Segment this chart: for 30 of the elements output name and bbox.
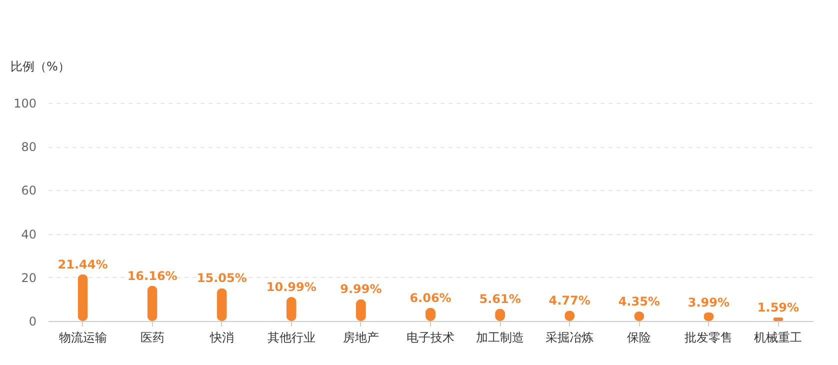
y-tick-label: 0	[28, 314, 36, 328]
data-label: 4.77%	[548, 294, 590, 308]
y-tick-label: 80	[21, 140, 36, 154]
y-tick-label: 40	[21, 227, 36, 242]
x-tick-label: 房地产	[342, 330, 379, 344]
data-label: 16.16%	[127, 268, 178, 283]
y-tick-label: 100	[14, 96, 36, 110]
y-tick-label: 20	[21, 270, 36, 285]
data-label: 5.61%	[479, 292, 521, 306]
x-tick-label: 机械重工	[754, 330, 802, 344]
x-tick-label: 保险	[627, 330, 652, 344]
x-tick-label: 采掘冶炼	[546, 330, 594, 344]
x-tick-label: 加工制造	[476, 330, 524, 344]
data-label: 1.59%	[757, 300, 800, 315]
data-label: 9.99%	[340, 282, 382, 296]
data-label: 10.99%	[266, 280, 316, 294]
y-axis-title: 比例（%）	[10, 60, 70, 74]
data-label: 15.05%	[196, 271, 247, 286]
x-tick-label: 其他行业	[267, 330, 316, 344]
x-tick-label: 电子技术	[406, 330, 454, 344]
data-label: 3.99%	[688, 295, 730, 310]
data-label: 6.06%	[410, 290, 452, 305]
x-tick-label: 物流运输	[58, 330, 107, 344]
x-tick-label: 批发零售	[684, 330, 733, 344]
data-label: 21.44%	[58, 257, 108, 272]
x-tick-label: 医药	[140, 330, 164, 344]
bar	[78, 274, 88, 321]
x-tick-label: 快消	[208, 330, 234, 344]
data-label: 4.35%	[618, 294, 660, 309]
y-tick-label: 60	[21, 184, 36, 198]
